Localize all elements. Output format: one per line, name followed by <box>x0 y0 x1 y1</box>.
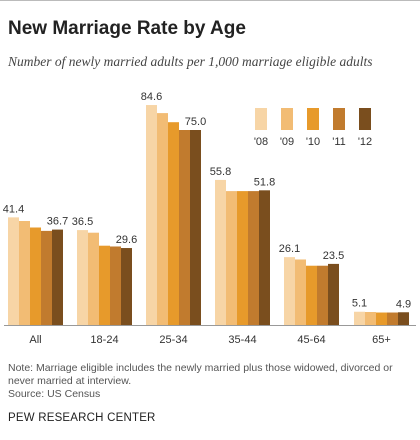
tick-label-25-34: 25-34 <box>159 334 187 346</box>
chart-subtitle: Number of newly married adults per 1,000… <box>8 54 373 69</box>
data-label-18-24-last: 29.6 <box>116 234 137 246</box>
data-label-All-first: 41.4 <box>3 203 24 215</box>
bar-25-34-12 <box>190 130 201 325</box>
tick-label-45-64: 45-64 <box>297 334 325 346</box>
tick-label-All: All <box>29 334 41 346</box>
data-label-65+-first: 5.1 <box>352 298 367 310</box>
source-organization: PEW RESEARCH CENTER <box>8 412 156 424</box>
bar-45-64-10 <box>306 265 317 325</box>
legend-swatch-08 <box>255 108 267 130</box>
legend-swatch-12 <box>359 108 371 130</box>
bar-18-24-11 <box>110 246 121 325</box>
bar-45-64-12 <box>328 263 339 325</box>
bar-35-44-08 <box>215 179 226 325</box>
bar-18-24-10 <box>99 245 110 325</box>
bar-25-34-08 <box>146 105 157 325</box>
bar-All-12 <box>52 229 63 325</box>
bar-18-24-08 <box>77 230 88 325</box>
legend-swatch-11 <box>333 108 345 130</box>
data-label-45-64-last: 23.5 <box>323 250 344 262</box>
bar-45-64-11 <box>317 265 328 325</box>
bar-18-24-09 <box>88 232 99 325</box>
bar-25-34-10 <box>168 122 179 325</box>
data-label-18-24-first: 36.5 <box>72 216 93 228</box>
bar-45-64-09 <box>295 259 306 325</box>
data-label-65+-last: 4.9 <box>396 298 411 310</box>
bar-45-64-08 <box>284 257 295 325</box>
bar-65+-09 <box>365 312 376 325</box>
data-label-35-44-first: 55.8 <box>210 166 231 178</box>
bar-All-10 <box>30 227 41 325</box>
data-label-25-34-last: 75.0 <box>185 116 206 128</box>
data-label-35-44-last: 51.8 <box>254 176 275 188</box>
bar-35-44-10 <box>237 191 248 325</box>
bar-All-11 <box>41 230 52 325</box>
tick-label-65+: 65+ <box>372 334 391 346</box>
bar-65+-11 <box>387 312 398 325</box>
bar-All-09 <box>19 221 30 325</box>
legend-swatch-09 <box>281 108 293 130</box>
bar-35-44-12 <box>259 190 270 325</box>
bar-35-44-09 <box>226 191 237 325</box>
bar-25-34-11 <box>179 130 190 325</box>
data-label-45-64-first: 26.1 <box>279 243 300 255</box>
top-rule <box>0 0 420 1</box>
bar-65+-08 <box>354 311 365 325</box>
chart-notes: Note: Marriage eligible includes the new… <box>8 362 413 401</box>
chart-title: New Marriage Rate by Age <box>8 18 246 39</box>
legend-label-09: '09 <box>280 136 294 148</box>
legend-label-08: '08 <box>254 136 268 148</box>
bar-65+-12 <box>398 312 409 325</box>
bar-35-44-11 <box>248 191 259 325</box>
bar-25-34-09 <box>157 113 168 325</box>
legend-label-12: '12 <box>358 136 372 148</box>
legend-label-10: '10 <box>306 136 320 148</box>
tick-label-18-24: 18-24 <box>90 334 118 346</box>
source-text: Source: US Census <box>8 388 101 400</box>
note-text: Note: Marriage eligible includes the new… <box>8 362 393 387</box>
data-label-All-last: 36.7 <box>47 216 68 228</box>
legend-label-11: '11 <box>332 136 346 148</box>
bar-18-24-12 <box>121 248 132 325</box>
legend-swatch-10 <box>307 108 319 130</box>
tick-label-35-44: 35-44 <box>228 334 256 346</box>
bar-65+-10 <box>376 312 387 325</box>
data-label-25-34-first: 84.6 <box>141 91 162 103</box>
bar-All-08 <box>8 217 19 325</box>
